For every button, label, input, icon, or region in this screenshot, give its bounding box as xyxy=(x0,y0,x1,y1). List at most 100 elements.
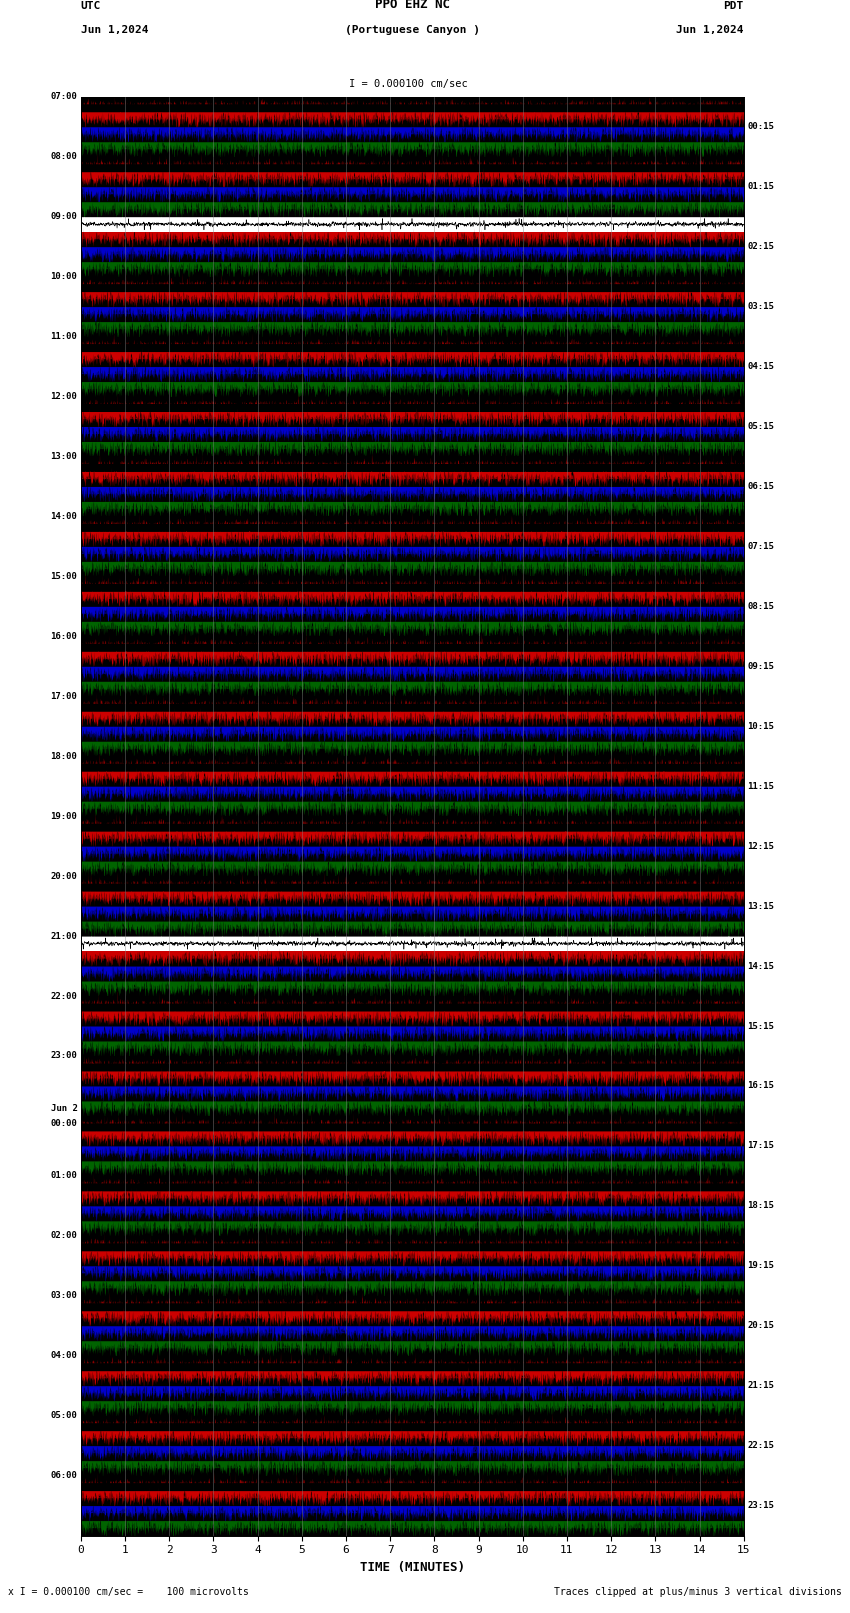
Bar xyxy=(81,1207,744,1221)
Text: 04:00: 04:00 xyxy=(50,1352,77,1360)
Bar xyxy=(81,232,744,247)
Text: 10:15: 10:15 xyxy=(747,721,774,731)
Bar xyxy=(81,981,744,997)
Text: PDT: PDT xyxy=(723,2,744,11)
Text: 07:15: 07:15 xyxy=(747,542,774,552)
Bar xyxy=(81,576,744,592)
Text: Jun 1,2024: Jun 1,2024 xyxy=(81,26,148,35)
Bar xyxy=(81,592,744,606)
Bar xyxy=(81,561,744,576)
Bar xyxy=(81,1190,744,1207)
Bar xyxy=(81,97,744,111)
Bar xyxy=(81,1011,744,1026)
Text: 06:00: 06:00 xyxy=(50,1471,77,1481)
Bar xyxy=(81,606,744,621)
Bar xyxy=(81,1040,744,1057)
Bar xyxy=(81,366,744,382)
Text: Traces clipped at plus/minus 3 vertical divisions: Traces clipped at plus/minus 3 vertical … xyxy=(553,1587,842,1597)
Bar xyxy=(81,726,744,742)
Text: 00:15: 00:15 xyxy=(747,123,774,131)
Text: 17:15: 17:15 xyxy=(747,1142,774,1150)
Text: I = 0.000100 cm/sec: I = 0.000100 cm/sec xyxy=(348,79,468,89)
Bar xyxy=(81,142,744,156)
Bar xyxy=(81,487,744,502)
Bar xyxy=(81,890,744,907)
Text: 13:00: 13:00 xyxy=(50,452,77,461)
Bar xyxy=(81,1295,744,1311)
Text: x I = 0.000100 cm/sec =    100 microvolts: x I = 0.000100 cm/sec = 100 microvolts xyxy=(8,1587,249,1597)
Text: 16:00: 16:00 xyxy=(50,632,77,640)
Bar xyxy=(81,831,744,847)
Text: Jun 2: Jun 2 xyxy=(50,1103,77,1113)
Text: 15:15: 15:15 xyxy=(747,1021,774,1031)
Bar xyxy=(81,907,744,921)
Text: 18:00: 18:00 xyxy=(50,752,77,761)
Text: PPO EHZ NC: PPO EHZ NC xyxy=(375,0,450,11)
Text: 08:00: 08:00 xyxy=(50,152,77,161)
Text: 02:15: 02:15 xyxy=(747,242,774,252)
Bar xyxy=(81,802,744,816)
Bar xyxy=(81,1371,744,1386)
Bar xyxy=(81,1026,744,1040)
Bar xyxy=(81,1326,744,1340)
Bar xyxy=(81,1131,744,1145)
Bar xyxy=(81,786,744,802)
Text: 05:00: 05:00 xyxy=(50,1411,77,1419)
Bar xyxy=(81,621,744,636)
Bar xyxy=(81,711,744,726)
Bar xyxy=(81,531,744,547)
Bar xyxy=(81,771,744,786)
Text: 01:00: 01:00 xyxy=(50,1171,77,1181)
Bar xyxy=(81,1071,744,1086)
Bar xyxy=(81,1416,744,1431)
Bar xyxy=(81,1266,744,1281)
Text: 03:00: 03:00 xyxy=(50,1292,77,1300)
Bar xyxy=(81,1176,744,1190)
Text: 10:00: 10:00 xyxy=(50,273,77,281)
Text: 12:15: 12:15 xyxy=(747,842,774,850)
Text: 06:15: 06:15 xyxy=(747,482,774,490)
Text: 09:00: 09:00 xyxy=(50,213,77,221)
Bar xyxy=(81,306,744,321)
Bar xyxy=(81,1086,744,1102)
Text: 23:00: 23:00 xyxy=(50,1052,77,1060)
Bar xyxy=(81,681,744,697)
Bar xyxy=(81,456,744,471)
Text: 03:15: 03:15 xyxy=(747,302,774,311)
Text: 15:00: 15:00 xyxy=(50,573,77,581)
Text: 02:00: 02:00 xyxy=(50,1231,77,1240)
Text: 07:00: 07:00 xyxy=(50,92,77,102)
Bar xyxy=(81,321,744,337)
Bar xyxy=(81,1281,744,1295)
Text: 13:15: 13:15 xyxy=(747,902,774,911)
Bar xyxy=(81,1355,744,1371)
Bar xyxy=(81,247,744,261)
Bar xyxy=(81,411,744,426)
Bar xyxy=(81,1250,744,1266)
Text: 23:15: 23:15 xyxy=(747,1502,774,1510)
Bar xyxy=(81,1490,744,1505)
Bar xyxy=(81,921,744,936)
Bar xyxy=(81,936,744,952)
Text: 20:15: 20:15 xyxy=(747,1321,774,1331)
Bar xyxy=(81,1445,744,1461)
Bar xyxy=(81,652,744,666)
Bar xyxy=(81,697,744,711)
Bar xyxy=(81,292,744,306)
Bar xyxy=(81,547,744,561)
Bar xyxy=(81,995,744,1011)
Text: 20:00: 20:00 xyxy=(50,871,77,881)
Text: 11:00: 11:00 xyxy=(50,332,77,340)
Bar xyxy=(81,171,744,187)
Text: 01:15: 01:15 xyxy=(747,182,774,192)
Bar xyxy=(81,742,744,756)
Bar xyxy=(81,426,744,442)
Bar xyxy=(81,966,744,981)
Bar xyxy=(81,352,744,366)
Bar xyxy=(81,1386,744,1400)
Bar xyxy=(81,1057,744,1071)
Bar xyxy=(81,876,744,890)
Bar xyxy=(81,636,744,652)
Text: 19:15: 19:15 xyxy=(747,1261,774,1271)
Text: 14:00: 14:00 xyxy=(50,511,77,521)
